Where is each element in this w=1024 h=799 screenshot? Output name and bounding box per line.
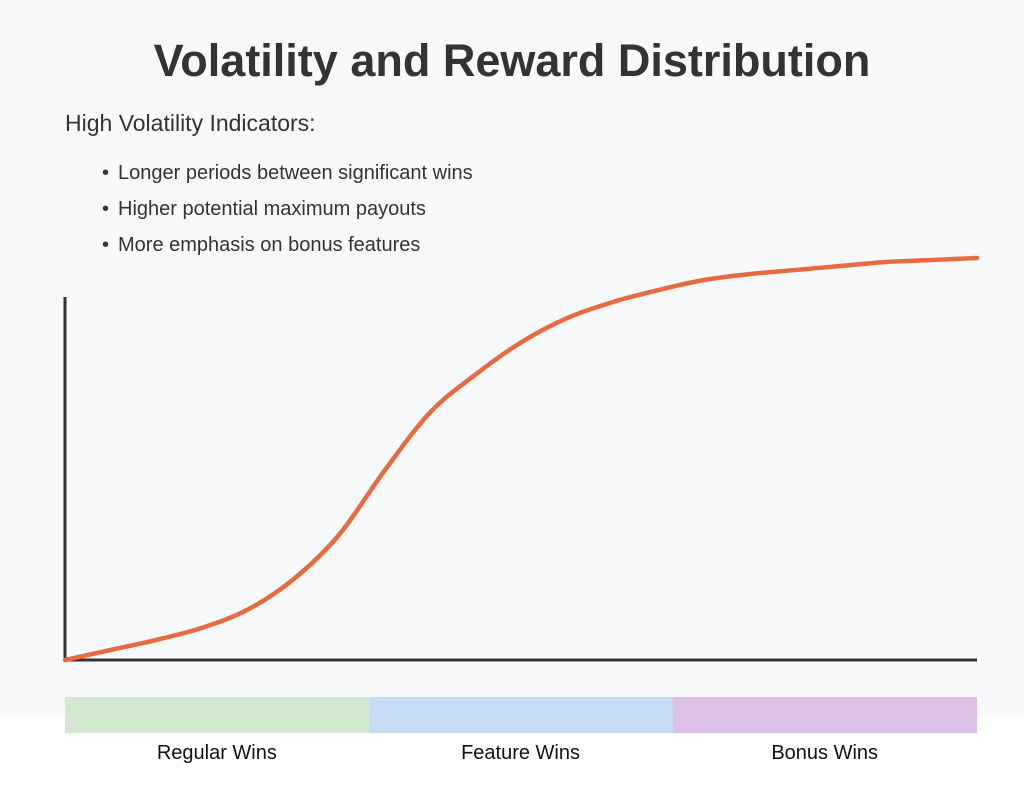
indicator-item: • Higher potential maximum payouts: [102, 191, 473, 227]
band-label-bonus-wins: Bonus Wins: [771, 742, 879, 764]
indicators-heading: High Volatility Indicators:: [65, 110, 316, 136]
band-regular-wins: [65, 697, 369, 733]
band-bonus-wins: [672, 697, 977, 733]
band-feature-wins: [368, 697, 673, 733]
bands-layer: [65, 697, 977, 733]
chart-title: Volatility and Reward Distribution: [153, 35, 871, 86]
bullet-dot: •: [102, 234, 110, 256]
band-label-regular-wins: Regular Wins: [156, 742, 277, 764]
band-label-feature-wins: Feature Wins: [461, 742, 580, 764]
indicator-item: • More emphasis on bonus features: [102, 227, 473, 263]
bullet-dot: •: [102, 198, 110, 220]
chart-panel: [0, 0, 1024, 715]
indicator-text: Longer periods between significant wins: [118, 162, 473, 184]
indicator-list: • Longer periods between significant wins…: [102, 155, 473, 263]
indicator-text: Higher potential maximum payouts: [118, 198, 426, 220]
indicator-text: More emphasis on bonus features: [118, 234, 421, 256]
indicator-item: • Longer periods between significant wins: [102, 155, 473, 191]
series-line: [62, 255, 980, 663]
bullet-dot: •: [102, 162, 110, 184]
